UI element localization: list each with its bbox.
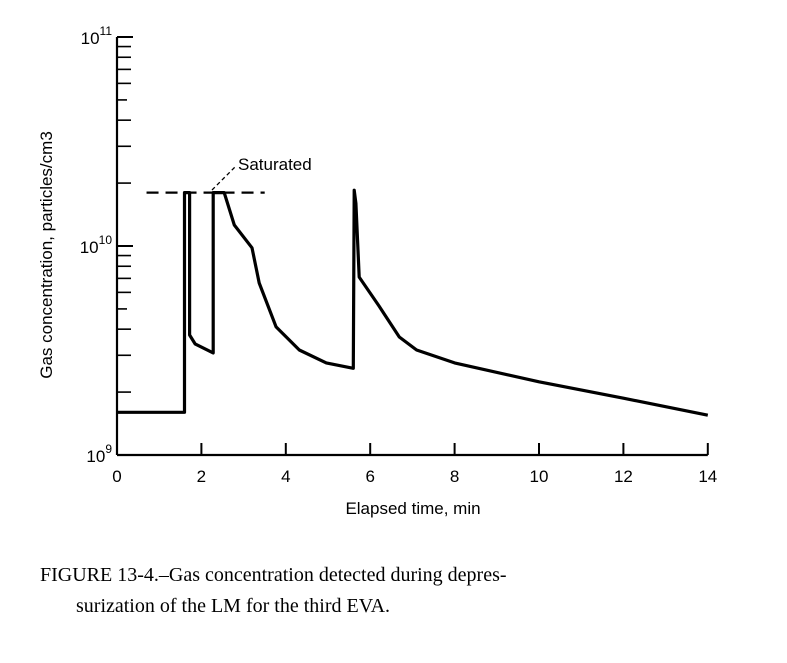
- x-tick-label: 12: [614, 467, 633, 486]
- saturated-annotation: Saturated: [238, 155, 312, 174]
- x-tick-label: 10: [530, 467, 549, 486]
- ticks: 0 2 4 6 8 10 12 14 109 1010 1011: [80, 24, 718, 486]
- x-tick-label: 8: [450, 467, 459, 486]
- series-line: [117, 188, 709, 417]
- caption-line-2: surization of the LM for the third EVA.: [76, 595, 391, 617]
- y-tick-label: 1011: [81, 24, 113, 48]
- saturated-leader-line: [211, 165, 237, 191]
- x-tick-label: 14: [698, 467, 717, 486]
- caption-line-1: FIGURE 13-4.–Gas concentration detected …: [40, 564, 507, 586]
- y-tick-label: 109: [86, 442, 112, 466]
- x-axis-label: Elapsed time, min: [345, 499, 480, 518]
- y-tick-label: 1010: [80, 233, 113, 257]
- y-axis-label: Gas concentration, particles/cm3: [37, 131, 56, 379]
- x-tick-label: 4: [281, 467, 290, 486]
- figure-caption: FIGURE 13-4.–Gas concentration detected …: [40, 560, 760, 622]
- x-tick-label: 0: [112, 467, 121, 486]
- x-tick-label: 6: [365, 467, 374, 486]
- axes: [115, 37, 708, 457]
- x-tick-label: 2: [197, 467, 206, 486]
